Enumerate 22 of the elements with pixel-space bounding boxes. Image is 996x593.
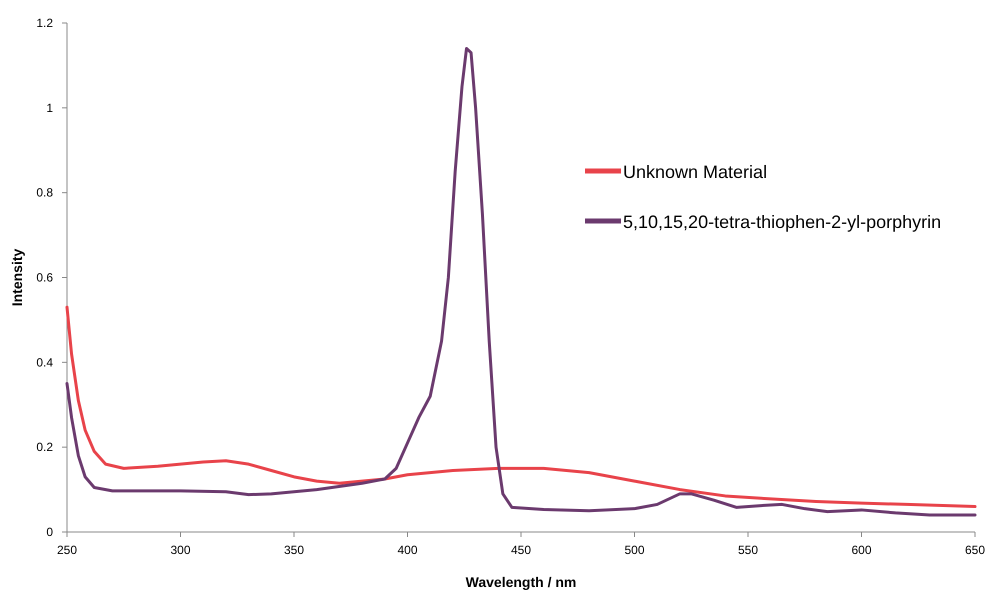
y-tick-label: 0.4: [36, 355, 54, 370]
x-tick-label: 350: [284, 543, 304, 557]
x-axis-title: Wavelength / nm: [466, 574, 576, 590]
legend-label: Unknown Material: [623, 162, 768, 182]
line-series: [66, 306, 976, 508]
x-tick-label: 500: [624, 543, 645, 557]
x-tick-label: 450: [510, 543, 532, 557]
y-tick-label: 1.2: [36, 16, 54, 30]
y-axis-title: Intensity: [9, 248, 25, 306]
x-tick-label: 550: [738, 543, 758, 557]
x-tick-label: 300: [170, 543, 191, 557]
legend-label: 5,10,15,20-tetra-thiophen-2-yl-porphyrin: [623, 212, 942, 232]
x-tick-label: 400: [397, 543, 418, 557]
y-tick-label: 1: [46, 100, 54, 115]
y-tick-label: 0: [46, 525, 54, 539]
line-series: [66, 46, 976, 517]
y-tick-label: 0.8: [36, 186, 54, 200]
x-tick-label: 650: [964, 543, 986, 557]
x-tick-label: 250: [56, 543, 78, 557]
y-tick-label: 0.6: [36, 270, 54, 284]
y-tick-label: 0.2: [36, 440, 54, 454]
x-tick-label: 600: [851, 543, 872, 557]
